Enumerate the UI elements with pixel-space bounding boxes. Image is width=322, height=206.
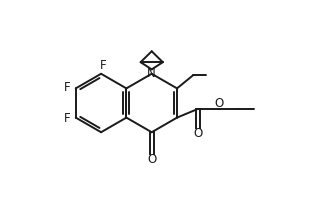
Text: O: O (214, 96, 224, 110)
Text: F: F (100, 59, 107, 72)
Text: F: F (64, 81, 71, 94)
Text: O: O (194, 127, 203, 140)
Text: N: N (147, 67, 156, 80)
Text: F: F (64, 112, 71, 125)
Text: O: O (147, 153, 156, 166)
